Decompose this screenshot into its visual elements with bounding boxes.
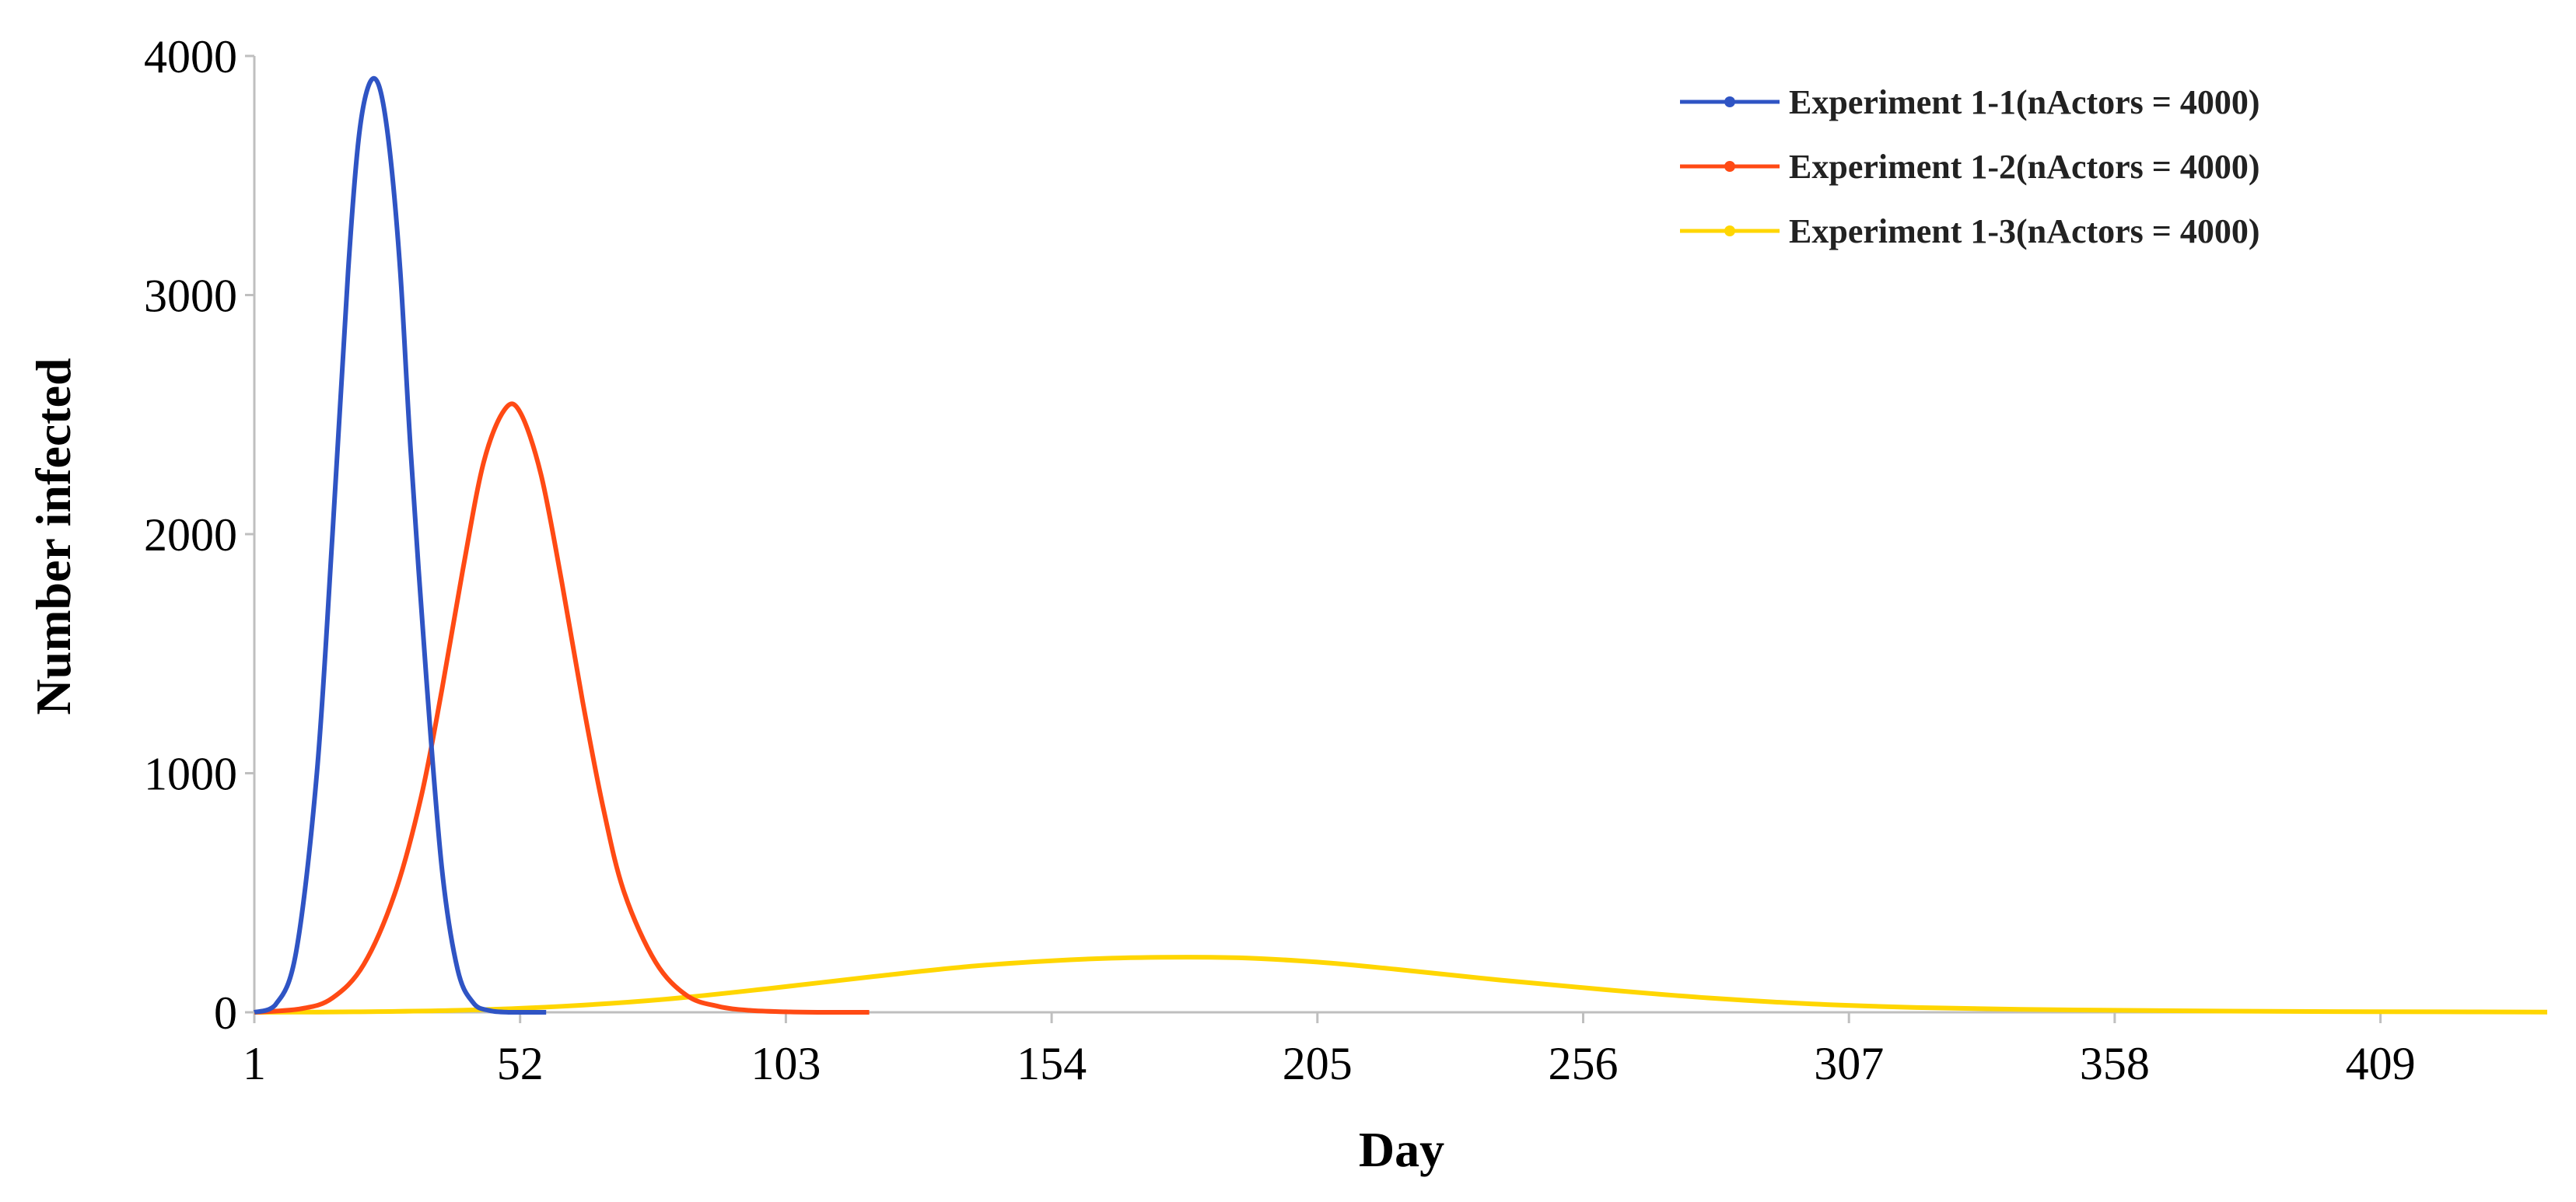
- y-tick-label: 2000: [144, 509, 237, 561]
- tick-labels: 1 52 103 154 205 256 307 358 409 0 1000 2000 3000 400…: [144, 31, 2416, 1089]
- x-tick-label: 1: [243, 1038, 266, 1089]
- legend-marker-1: [1724, 96, 1735, 107]
- x-tick-label: 409: [2346, 1038, 2416, 1089]
- legend-marker-2: [1724, 161, 1735, 172]
- x-axis-title: Day: [1359, 1122, 1444, 1177]
- legend: Experiment 1-1(nActors = 4000) Experiment…: [1680, 83, 2260, 250]
- x-tick-label: 205: [1283, 1038, 1353, 1089]
- y-axis-title: Number infected: [26, 358, 81, 715]
- series-line-2: [254, 401, 870, 1015]
- y-tick-label: 0: [214, 987, 237, 1039]
- y-tick-label: 4000: [144, 31, 237, 82]
- legend-label-1: Experiment 1-1(nActors = 4000): [1789, 83, 2260, 121]
- x-tick-label: 307: [1814, 1038, 1884, 1089]
- x-tick-label: 103: [751, 1038, 821, 1089]
- series-line-1: [254, 75, 547, 1015]
- x-tick-label: 358: [2080, 1038, 2150, 1089]
- y-tick-label: 3000: [144, 271, 237, 322]
- axes: [253, 56, 2547, 1014]
- series-line-3: [254, 955, 2548, 1015]
- series-lines: [254, 75, 2548, 1015]
- x-tick-label: 256: [1549, 1038, 1619, 1089]
- y-tick-label: 1000: [144, 749, 237, 800]
- x-tick-label: 52: [497, 1038, 544, 1089]
- legend-label-3: Experiment 1-3(nActors = 4000): [1789, 212, 2260, 250]
- x-tick-label: 154: [1017, 1038, 1087, 1089]
- legend-marker-3: [1724, 225, 1735, 236]
- legend-label-2: Experiment 1-2(nActors = 4000): [1789, 148, 2260, 186]
